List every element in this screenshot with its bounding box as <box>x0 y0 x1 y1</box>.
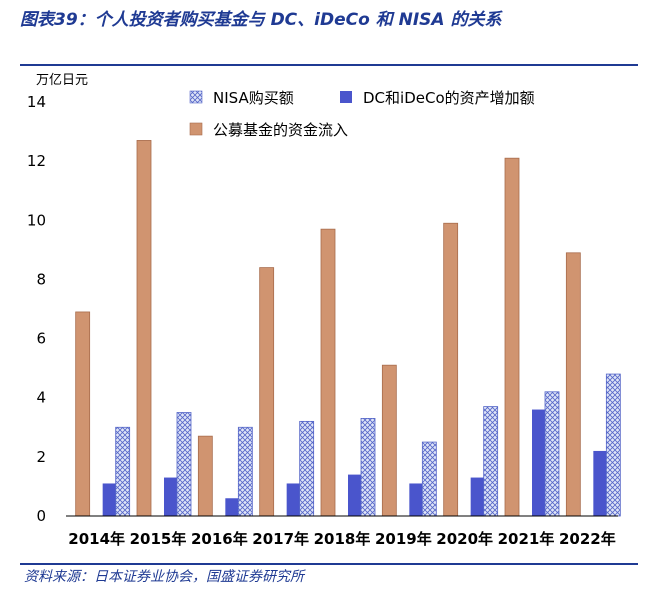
bar-dc-ideco <box>470 477 485 516</box>
bar-chart: 万亿日元 0 2 4 6 8 10 12 14 2014年 2015年 2016年 2017年 201… <box>27 73 621 548</box>
legend-swatch-public-fund <box>189 122 203 136</box>
x-tick-label: 2014年 <box>68 530 125 548</box>
x-tick-label: 2021年 <box>498 530 555 548</box>
bar-public-fund <box>136 140 152 517</box>
bar-dc-ideco <box>409 483 424 516</box>
bar-public-fund <box>504 157 520 517</box>
footer-divider <box>20 563 638 565</box>
bar-public-fund <box>259 267 275 517</box>
legend-label-public-fund: 公募基金的资金流入 <box>213 121 348 139</box>
y-tick-label: 8 <box>36 270 46 288</box>
bar-nisa <box>421 441 437 517</box>
x-tick-label: 2015年 <box>130 530 187 548</box>
legend-swatch-dc-ideco <box>340 91 352 103</box>
bar-dc-ideco <box>532 409 546 516</box>
legend-label-dc-ideco: DC和iDeCo的资产增加额 <box>363 89 535 107</box>
chart-legend: NISA购买额 DC和iDeCo的资产增加额 公募基金的资金流入 <box>189 89 535 139</box>
y-tick-label: 2 <box>36 448 46 466</box>
title-divider <box>20 64 638 66</box>
y-tick-label: 6 <box>36 330 46 348</box>
source-note: 资料来源：日本证券业协会，国盛证券研究所 <box>24 569 304 585</box>
bar-nisa <box>483 406 499 517</box>
bar-public-fund <box>197 435 213 517</box>
y-tick-label: 4 <box>36 389 46 407</box>
y-tick-label: 14 <box>27 93 46 111</box>
bar-dc-ideco <box>164 477 178 516</box>
bar-public-fund <box>75 311 91 517</box>
y-tick-label: 12 <box>27 152 46 170</box>
bar-dc-ideco <box>225 498 240 516</box>
bar-nisa <box>605 373 621 517</box>
y-axis-unit: 万亿日元 <box>36 73 88 88</box>
bar-public-fund <box>565 252 581 517</box>
x-tick-label: 2020年 <box>436 530 493 548</box>
legend-label-nisa: NISA购买额 <box>213 89 294 107</box>
bar-nisa <box>176 412 192 517</box>
bar-nisa <box>360 418 376 517</box>
x-tick-label: 2019年 <box>375 530 432 548</box>
bar-nisa <box>544 391 560 517</box>
bar-public-fund <box>443 222 459 517</box>
bar-public-fund <box>381 364 397 517</box>
y-tick-label: 0 <box>36 507 46 525</box>
y-tick-label: 10 <box>27 211 46 229</box>
legend-swatch-nisa <box>189 90 203 104</box>
bar-nisa <box>299 420 315 517</box>
bar-dc-ideco <box>286 483 301 516</box>
bar-public-fund <box>320 228 336 517</box>
bar-dc-ideco <box>593 450 608 516</box>
x-tick-label: 2022年 <box>559 530 616 548</box>
bar-nisa <box>115 426 131 517</box>
x-tick-label: 2017年 <box>252 530 309 548</box>
x-tick-label: 2016年 <box>191 530 248 548</box>
bar-dc-ideco <box>102 483 117 516</box>
bar-nisa <box>237 426 253 517</box>
figure-title: 图表39：个人投资者购买基金与 DC、iDeCo 和 NISA 的关系 <box>20 10 502 30</box>
x-tick-label: 2018年 <box>314 530 371 548</box>
bar-dc-ideco <box>348 474 362 516</box>
